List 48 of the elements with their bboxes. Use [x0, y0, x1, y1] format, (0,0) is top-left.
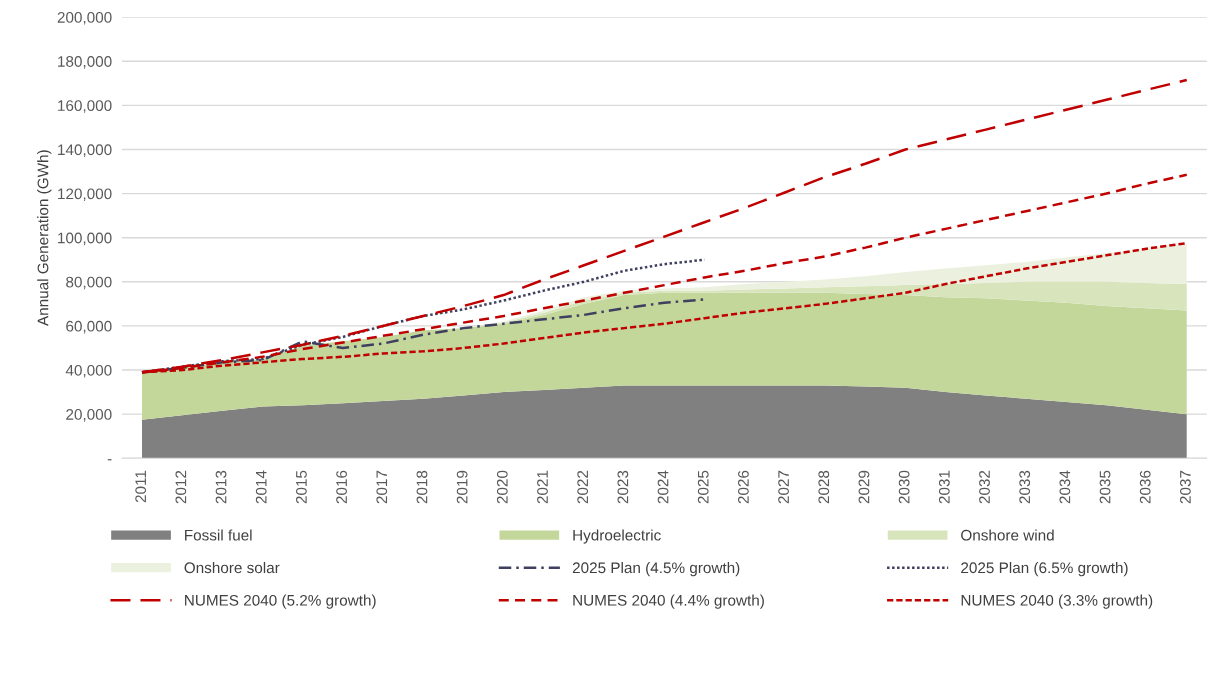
x-tick-label: 2013 [215, 470, 227, 504]
legend-label: Onshore solar [184, 561, 280, 574]
legend-label: 2025 Plan (4.5% growth) [572, 561, 740, 577]
y-tick-label: 160,000 [58, 100, 112, 113]
x-tick-label: 2014 [255, 470, 267, 504]
x-tick-label: 2011 [135, 470, 147, 503]
x-tick-label: 2034 [1059, 470, 1071, 504]
x-tick-label: 2035 [1099, 470, 1111, 504]
y-tick-label: 140,000 [58, 144, 112, 157]
x-tick-label: 2012 [175, 470, 187, 504]
x-tick-label: 2032 [979, 470, 990, 504]
x-tick-label: 2023 [617, 470, 629, 504]
x-tick-label: 2026 [738, 470, 749, 504]
y-tick-label: 80,000 [66, 276, 112, 290]
y-tick-label: - [107, 459, 112, 461]
x-tick-label: 2024 [657, 470, 669, 504]
y-tick-label: 200,000 [57, 11, 112, 25]
x-tick-label: 2015 [296, 470, 307, 504]
y-tick-label: 40,000 [65, 364, 112, 378]
x-tick-label: 2021 [537, 470, 548, 504]
legend-label: NUMES 2040 (5.2% growth) [185, 594, 376, 609]
x-tick-label: 2017 [376, 470, 388, 504]
y-tick-label: 60,000 [66, 320, 112, 334]
y-tick-label: 20,000 [66, 409, 112, 422]
y-tick-label: 180,000 [58, 56, 112, 69]
x-tick-label: 2037 [1180, 470, 1191, 504]
legend-label: 2025 Plan (6.5% growth) [961, 561, 1128, 577]
x-tick-label: 2028 [818, 470, 830, 504]
x-tick-label: 2027 [778, 470, 789, 504]
legend-label: NUMES 2040 (3.3% growth) [961, 594, 1153, 609]
x-tick-label: 2025 [697, 470, 709, 504]
legend-label: Hydroelectric [573, 529, 661, 544]
legend-label: Onshore wind [961, 529, 1054, 541]
x-tick-label: 2018 [416, 470, 428, 504]
x-tick-label: 2016 [336, 470, 347, 504]
legend-label: Fossil fuel [185, 529, 252, 541]
x-tick-label: 2030 [898, 470, 910, 504]
x-tick-label: 2019 [456, 470, 468, 504]
y-tick-label: 120,000 [58, 188, 112, 202]
x-tick-label: 2022 [577, 470, 589, 504]
x-tick-label: 2036 [1139, 470, 1151, 504]
x-tick-label: 2033 [1019, 470, 1031, 504]
x-tick-label: 2020 [496, 470, 508, 504]
y-tick-label: 100,000 [58, 232, 112, 246]
x-tick-label: 2029 [858, 470, 870, 504]
y-axis-title: Annual Generation (GWh) [37, 150, 52, 326]
x-tick-label: 2031 [938, 470, 950, 504]
legend-label: NUMES 2040 (4.4% growth) [573, 594, 764, 609]
